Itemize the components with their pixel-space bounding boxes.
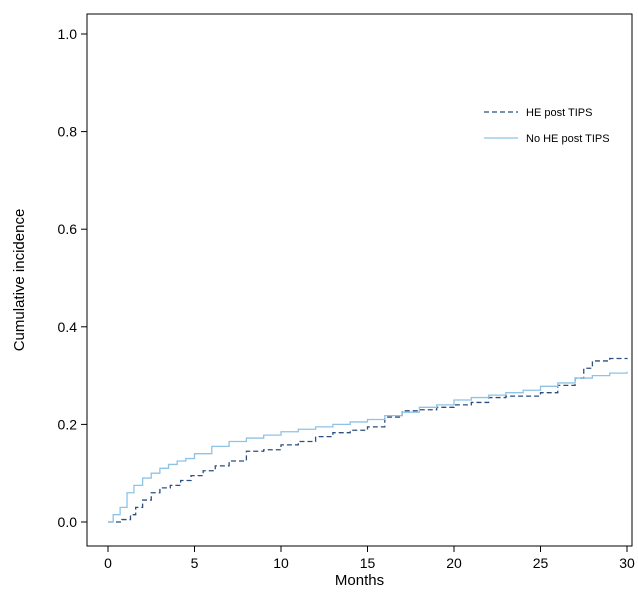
x-axis-title: Months <box>335 572 384 589</box>
legend-label: No HE post TIPS <box>526 133 610 145</box>
x-tick-label: 10 <box>273 555 289 571</box>
x-tick-label: 0 <box>104 555 112 571</box>
x-tick-label: 30 <box>619 555 635 571</box>
y-tick-label: 0.0 <box>58 514 78 530</box>
y-tick-label: 0.2 <box>58 416 78 432</box>
series-line <box>108 357 628 523</box>
y-tick-label: 0.4 <box>58 319 78 335</box>
plot-frame <box>86 13 633 547</box>
x-tick-label: 20 <box>446 555 462 571</box>
x-tick-label: 25 <box>533 555 549 571</box>
series-line <box>108 371 628 523</box>
x-tick-label: 5 <box>191 555 199 571</box>
y-tick-label: 0.6 <box>58 221 78 237</box>
y-tick-label: 1.0 <box>58 26 78 42</box>
x-tick-label: 15 <box>360 555 376 571</box>
y-tick-label: 0.8 <box>58 124 78 140</box>
y-axis-title: Cumulative incidence <box>11 209 28 352</box>
legend-label: HE post TIPS <box>526 107 592 119</box>
